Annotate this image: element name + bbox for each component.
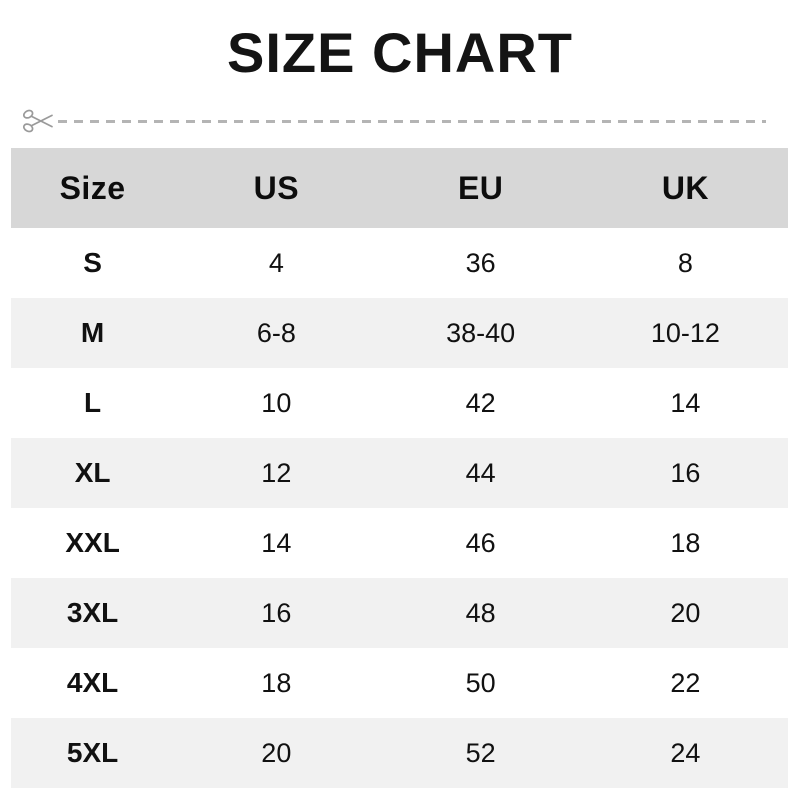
table-row: 4XL 18 50 22 — [11, 648, 788, 718]
column-header-eu: EU — [457, 169, 504, 206]
page-title: SIZE CHART — [227, 21, 573, 84]
size-chart-table-wrap: Size US EU UK S 4 36 8 M 6-8 38-40 10-12… — [11, 148, 788, 788]
cell-uk: 16 — [670, 457, 701, 488]
cell-size: 4XL — [66, 667, 119, 698]
table-row: XL 12 44 16 — [11, 438, 788, 508]
table-row: XXL 14 46 18 — [11, 508, 788, 578]
cell-size: S — [83, 247, 102, 278]
column-header-us: US — [253, 169, 300, 206]
cell-uk: 10-12 — [650, 317, 720, 348]
cell-us: 20 — [261, 737, 292, 768]
cell-uk: 18 — [670, 527, 701, 558]
cell-us: 16 — [261, 597, 292, 628]
cell-uk: 24 — [670, 737, 701, 768]
table-row: L 10 42 14 — [11, 368, 788, 438]
cell-size: M — [80, 317, 105, 348]
column-header-uk: UK — [661, 169, 710, 206]
size-chart-table: Size US EU UK S 4 36 8 M 6-8 38-40 10-12… — [11, 148, 788, 788]
cell-eu: 48 — [465, 597, 496, 628]
table-row: 5XL 20 52 24 — [11, 718, 788, 788]
cell-us: 4 — [268, 247, 284, 278]
table-header-row: Size US EU UK — [11, 148, 788, 228]
cell-us: 14 — [261, 527, 292, 558]
table-row: 3XL 16 48 20 — [11, 578, 788, 648]
cell-uk: 14 — [670, 387, 701, 418]
cell-us: 6-8 — [256, 317, 296, 348]
table-row: M 6-8 38-40 10-12 — [11, 298, 788, 368]
cell-eu: 38-40 — [446, 317, 516, 348]
cell-eu: 44 — [465, 457, 496, 488]
cell-us: 10 — [261, 387, 292, 418]
cell-size: 5XL — [66, 737, 119, 768]
cell-size: XXL — [65, 527, 120, 558]
column-header-size: Size — [59, 169, 126, 206]
cut-line — [22, 104, 778, 138]
cell-eu: 36 — [465, 247, 496, 278]
cell-uk: 8 — [677, 247, 693, 278]
cell-size: L — [84, 387, 102, 418]
cell-eu: 52 — [465, 737, 496, 768]
cell-size: 3XL — [66, 597, 119, 628]
scissors-icon — [22, 106, 56, 136]
cell-eu: 50 — [465, 667, 496, 698]
cell-eu: 42 — [465, 387, 496, 418]
cell-uk: 20 — [670, 597, 701, 628]
cell-us: 12 — [261, 457, 292, 488]
cell-us: 18 — [261, 667, 292, 698]
cell-size: XL — [74, 457, 111, 488]
table-row: S 4 36 8 — [11, 228, 788, 298]
cell-uk: 22 — [670, 667, 701, 698]
cell-eu: 46 — [465, 527, 496, 558]
dashed-cut-rule — [58, 119, 766, 123]
